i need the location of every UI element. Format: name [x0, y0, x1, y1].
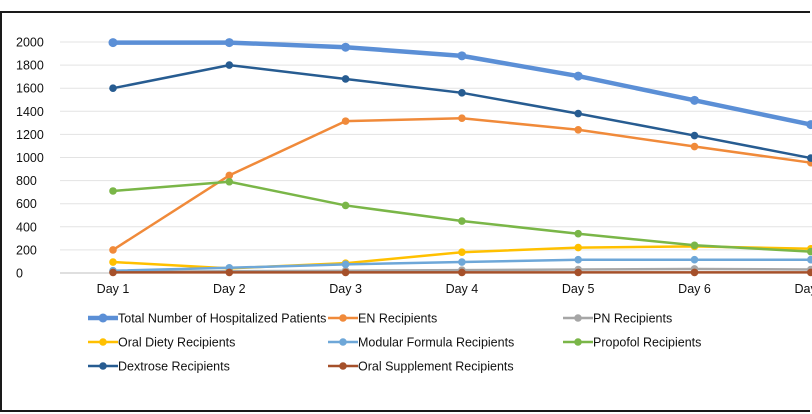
series-line-6	[112, 180, 811, 253]
x-tick-label-5: Day 5	[562, 282, 595, 296]
data-point-4-5	[574, 243, 582, 252]
data-point-5-7	[807, 255, 812, 264]
data-point-1-1	[108, 38, 118, 48]
data-point-7-7	[807, 154, 812, 162]
data-point-5-5	[574, 255, 582, 264]
legend-label-2: EN Recipients	[358, 312, 437, 326]
data-point-1-2	[224, 38, 234, 48]
chart-frame	[0, 11, 810, 412]
legend-swatch-marker-5	[339, 338, 347, 346]
data-point-8-5	[574, 268, 582, 277]
x-tick-label-7: Day 7	[794, 282, 812, 296]
data-point-6-2	[225, 177, 234, 186]
y-tick-label-1200: 1200	[16, 128, 44, 142]
data-point-6-1	[109, 187, 117, 195]
legend-label-5: Modular Formula Recipients	[358, 336, 514, 350]
data-point-8-1	[109, 268, 117, 277]
data-point-5-3	[341, 260, 350, 269]
y-tick-label-1600: 1600	[16, 82, 44, 96]
legend-swatch-marker-1	[98, 313, 108, 323]
legend-label-3: PN Recipients	[593, 312, 672, 326]
x-tick-label-3: Day 3	[329, 282, 362, 296]
data-point-8-7	[807, 268, 812, 277]
y-tick-label-200: 200	[16, 243, 37, 257]
data-point-6-5	[574, 229, 582, 238]
legend-label-8: Oral Supplement Recipients	[358, 360, 514, 374]
data-point-6-7	[807, 247, 812, 256]
data-point-7-1	[109, 84, 117, 92]
x-tick-label-6: Day 6	[678, 282, 711, 296]
y-tick-label-1400: 1400	[16, 105, 44, 119]
y-tick-label-400: 400	[16, 220, 37, 234]
legend-label-6: Propofol Recipients	[593, 336, 701, 350]
data-point-8-4	[458, 268, 466, 277]
data-point-2-4	[458, 114, 466, 123]
legend-label-7: Dextrose Recipients	[118, 360, 230, 374]
data-point-1-7	[806, 120, 812, 130]
data-point-5-4	[458, 258, 466, 266]
x-tick-label-4: Day 4	[446, 282, 479, 296]
data-point-1-3	[341, 42, 351, 52]
y-tick-label-2000: 2000	[16, 36, 44, 50]
x-tick-label-1: Day 1	[97, 282, 130, 296]
data-point-8-2	[225, 268, 234, 277]
data-point-5-6	[690, 255, 699, 264]
data-point-7-4	[458, 89, 466, 97]
data-point-2-6	[690, 142, 699, 151]
data-point-7-3	[341, 75, 350, 83]
data-point-7-6	[690, 131, 699, 140]
data-point-6-3	[341, 201, 350, 210]
data-point-4-4	[458, 248, 466, 257]
data-point-1-6	[690, 95, 699, 105]
data-point-1-4	[457, 51, 467, 61]
data-point-8-3	[341, 268, 350, 277]
data-point-7-5	[574, 109, 582, 118]
legend-swatch-marker-3	[574, 314, 582, 322]
legend-swatch-marker-2	[339, 314, 347, 322]
data-point-2-5	[574, 125, 582, 134]
legend-swatch-marker-7	[99, 362, 107, 370]
data-point-7-2	[225, 61, 234, 69]
y-tick-label-0: 0	[16, 267, 23, 281]
data-point-4-1	[109, 258, 117, 266]
y-tick-label-600: 600	[16, 197, 37, 211]
y-tick-label-800: 800	[16, 174, 37, 188]
legend-swatch-marker-6	[574, 338, 582, 346]
legend-label-1: Total Number of Hospitalized Patients	[118, 312, 326, 326]
legend-swatch-marker-8	[339, 362, 347, 370]
y-tick-label-1000: 1000	[16, 151, 44, 165]
y-tick-label-1800: 1800	[16, 59, 44, 73]
data-point-8-6	[690, 268, 699, 277]
x-tick-label-2: Day 2	[213, 282, 246, 296]
data-point-6-6	[690, 241, 699, 250]
legend-label-4: Oral Diety Recipients	[118, 336, 235, 350]
legend-swatch-marker-4	[99, 338, 107, 346]
data-point-2-3	[341, 117, 350, 125]
data-point-2-1	[109, 246, 117, 254]
data-point-2-2	[225, 171, 234, 180]
data-point-6-4	[458, 217, 466, 225]
data-point-1-5	[573, 71, 583, 81]
